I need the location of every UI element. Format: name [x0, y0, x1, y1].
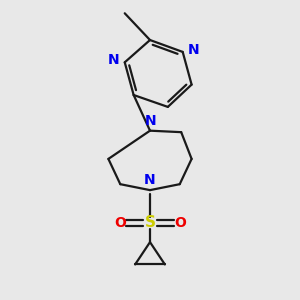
Text: O: O	[174, 216, 186, 230]
Text: O: O	[114, 216, 126, 230]
Text: N: N	[108, 53, 119, 67]
Text: S: S	[145, 215, 155, 230]
Text: N: N	[145, 114, 156, 128]
Text: N: N	[144, 173, 156, 187]
Text: N: N	[188, 43, 200, 56]
